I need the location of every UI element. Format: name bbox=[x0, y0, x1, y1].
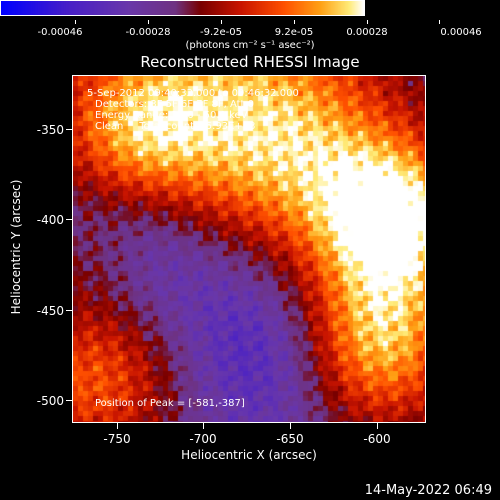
y-tick bbox=[66, 129, 72, 130]
colorbar-label: -0.00028 bbox=[125, 27, 171, 38]
x-tick bbox=[117, 423, 118, 429]
info-energy: Energy Range: 25.0 - 50.0 keV bbox=[95, 110, 248, 121]
x-tick-label: -700 bbox=[189, 432, 217, 446]
colorbar-tick bbox=[439, 20, 440, 24]
x-tick bbox=[203, 423, 204, 429]
y-tick bbox=[66, 219, 72, 220]
colorbar-label: 0.00046 bbox=[440, 27, 482, 38]
x-tick-label: -750 bbox=[103, 432, 131, 446]
colorbar-tick bbox=[294, 20, 295, 24]
rhessi-image bbox=[73, 76, 425, 422]
x-tick bbox=[290, 423, 291, 429]
colorbar-tick bbox=[75, 20, 76, 24]
peak-position: Position of Peak = [-581,-387] bbox=[95, 398, 245, 409]
x-tick-label: -650 bbox=[276, 432, 304, 446]
colorbar-tick bbox=[148, 20, 149, 24]
colorbar-label: 9.2e-05 bbox=[274, 27, 314, 38]
info-detectors: Detectors: 3F 5F 6F 7F 8F, Att 0 bbox=[95, 99, 255, 110]
x-tick-label: -600 bbox=[363, 432, 391, 446]
image-title: Reconstructed RHESSI Image bbox=[140, 53, 360, 71]
plot-area: 5-Sep-2012 09:40:32.000 to 09:46:32.000 … bbox=[72, 75, 426, 423]
y-tick-label: -400 bbox=[36, 213, 64, 227]
info-method: Clean Total counts: 5.93E+03 bbox=[95, 121, 256, 132]
y-tick bbox=[66, 400, 72, 401]
x-axis-title: Heliocentric X (arcsec) bbox=[181, 448, 317, 462]
colorbar-label: 0.00028 bbox=[346, 27, 388, 38]
colorbar-label: -0.00046 bbox=[37, 27, 83, 38]
info-time: 5-Sep-2012 09:40:32.000 to 09:46:32.000 bbox=[87, 88, 299, 99]
y-axis-title: Heliocentric Y (arcsec) bbox=[9, 179, 23, 315]
timestamp: 14-May-2022 06:49 bbox=[364, 483, 492, 498]
colorbar bbox=[0, 0, 365, 16]
y-tick-label: -350 bbox=[36, 123, 64, 137]
colorbar-units: (photons cm⁻² s⁻¹ asec⁻²) bbox=[185, 40, 315, 51]
y-tick-label: -450 bbox=[36, 304, 64, 318]
colorbar-gradient bbox=[1, 1, 364, 15]
y-tick-label: -500 bbox=[36, 394, 64, 408]
colorbar-label: -9.2e-05 bbox=[200, 27, 242, 38]
y-tick bbox=[66, 310, 72, 311]
x-tick bbox=[377, 423, 378, 429]
colorbar-tick bbox=[221, 20, 222, 24]
colorbar-tick bbox=[367, 20, 368, 24]
